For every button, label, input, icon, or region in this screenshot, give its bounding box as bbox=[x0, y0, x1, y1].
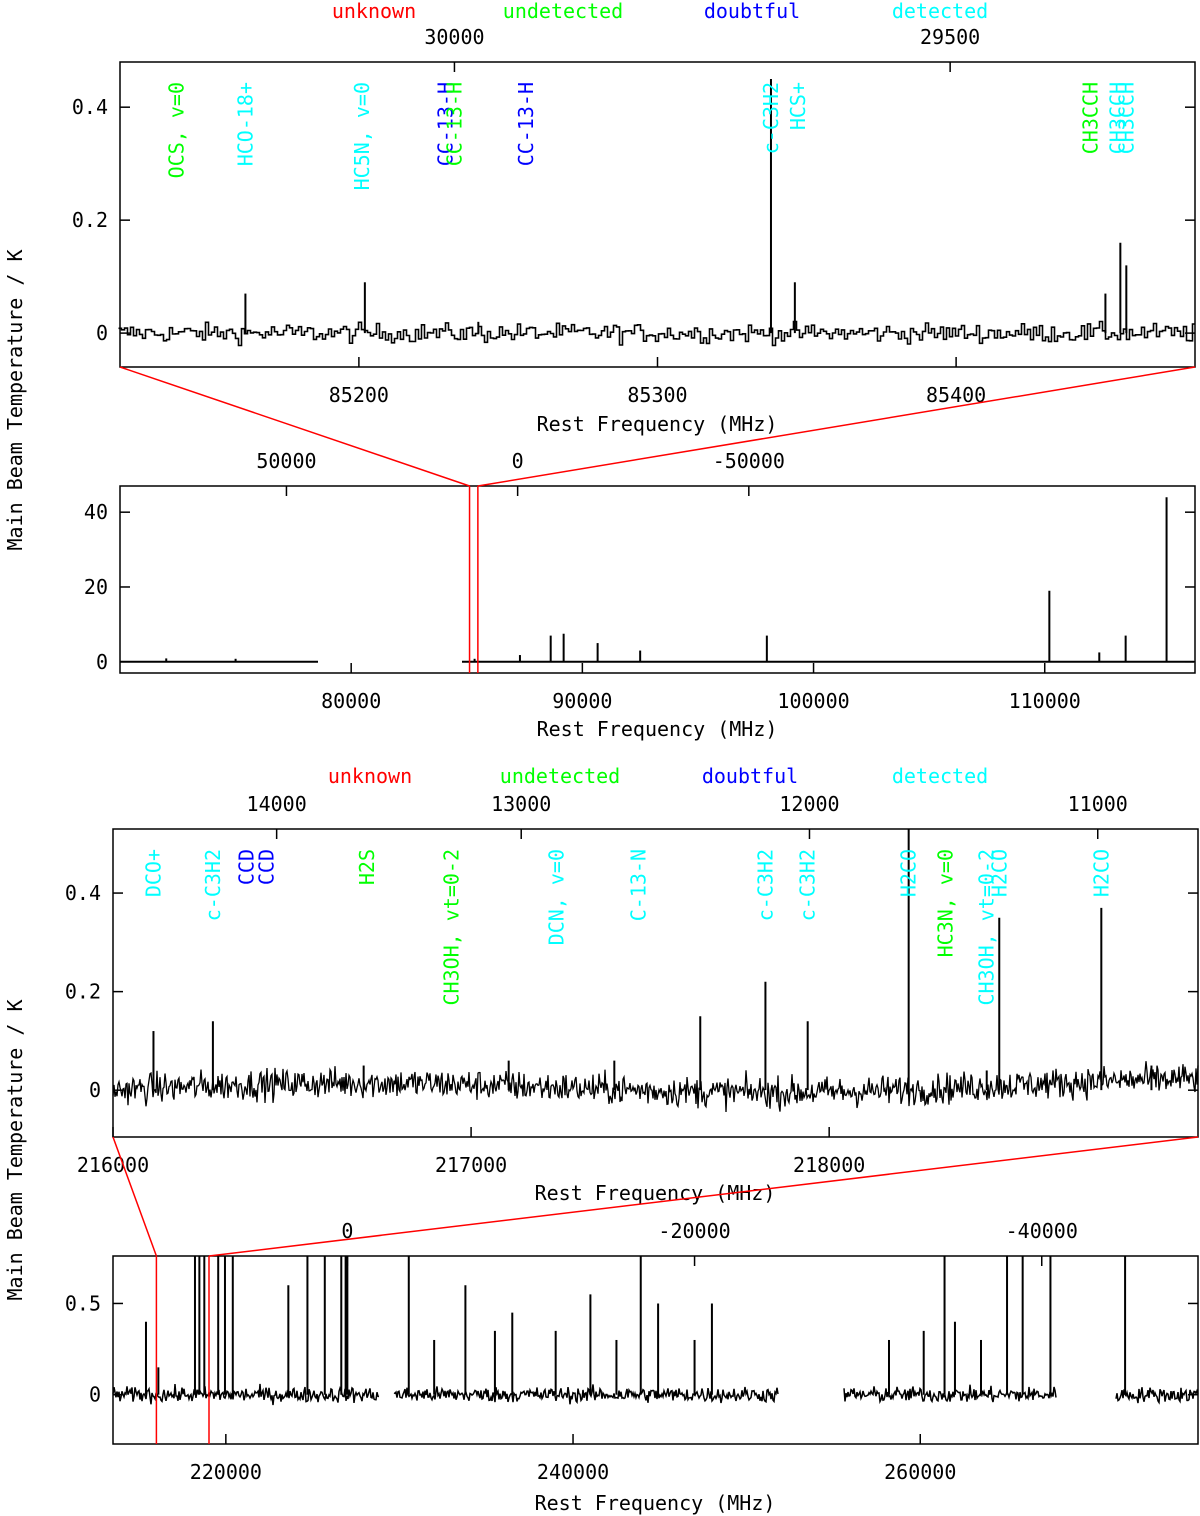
line-label: HCS+ bbox=[786, 82, 810, 130]
panel-top-overview: Rest Frequency (MHz) 80000 90000 100000 110… bbox=[84, 366, 1196, 741]
y-axis-label-bottom: Main Beam Temperature / K bbox=[3, 999, 27, 1300]
y-tick-label: 0.2 bbox=[72, 208, 108, 232]
x-tick-label: 217000 bbox=[435, 1153, 507, 1177]
plot-frame bbox=[119, 61, 1196, 368]
legend-undetected: undetected bbox=[500, 764, 620, 788]
y-tick-label: 0 bbox=[96, 321, 108, 345]
top-tick-label: 50000 bbox=[256, 449, 316, 473]
legend-undetected: undetected bbox=[503, 0, 623, 23]
line-label: CC-13-H bbox=[442, 82, 466, 166]
line-label: CH3OH, vt=0-2 bbox=[440, 849, 464, 1006]
x-axis-label: Rest Frequency (MHz) bbox=[537, 717, 778, 741]
spectrum-segment bbox=[843, 1384, 1057, 1405]
x-tick-label: 220000 bbox=[190, 1460, 262, 1484]
spectrum-segment bbox=[112, 1061, 1199, 1113]
line-label: CH3CCH bbox=[1079, 82, 1103, 154]
spectrum-segment bbox=[1115, 1387, 1199, 1405]
x-tick-label: 85200 bbox=[329, 383, 389, 407]
legend-detected: detected bbox=[892, 764, 988, 788]
x-tick-label: 90000 bbox=[552, 689, 612, 713]
top-tick-label: 14000 bbox=[247, 792, 307, 816]
top-tick-label: -50000 bbox=[713, 449, 785, 473]
x-tick-label: 100000 bbox=[777, 689, 849, 713]
legend-unknown: unknown bbox=[332, 0, 416, 23]
y-tick-label: 0 bbox=[89, 1078, 101, 1102]
x-tick-label: 110000 bbox=[1009, 689, 1081, 713]
line-label: HC3N, v=0 bbox=[934, 849, 958, 957]
line-label: CCD bbox=[235, 849, 259, 885]
plot-frame bbox=[119, 485, 1196, 674]
top-tick-label: 30000 bbox=[424, 25, 484, 49]
top-tick-label: 12000 bbox=[779, 792, 839, 816]
line-label: C-13-N bbox=[626, 849, 650, 921]
panel-bottom-overview: Rest Frequency (MHz) 220000 240000 260000 0… bbox=[65, 1136, 1199, 1515]
line-label: H2S bbox=[355, 849, 379, 885]
y-tick-label: 0.4 bbox=[65, 881, 101, 905]
zoom-connector bbox=[477, 366, 1196, 487]
top-tick-label: -40000 bbox=[1006, 1219, 1078, 1243]
top-tick-label: 13000 bbox=[491, 792, 551, 816]
spectrum-segment bbox=[393, 1384, 779, 1405]
line-label: HCO-18+ bbox=[233, 82, 257, 166]
x-tick-label: 216000 bbox=[77, 1153, 149, 1177]
line-label: OCS, v=0 bbox=[165, 82, 189, 178]
x-tick-label: 260000 bbox=[884, 1460, 956, 1484]
x-tick-label: 218000 bbox=[793, 1153, 865, 1177]
top-tick-label: 0 bbox=[512, 449, 524, 473]
x-tick-label: 240000 bbox=[537, 1460, 609, 1484]
line-label: CCD bbox=[254, 849, 278, 885]
x-axis-label: Rest Frequency (MHz) bbox=[537, 412, 778, 436]
top-tick-label: -20000 bbox=[658, 1219, 730, 1243]
line-label: DCN, v=0 bbox=[545, 849, 569, 945]
spectrum-segment bbox=[112, 1383, 380, 1406]
legend: unknown undetected doubtful detected bbox=[328, 764, 988, 788]
y-tick-label: 0.5 bbox=[65, 1291, 101, 1315]
x-tick-label: 80000 bbox=[321, 689, 381, 713]
line-label: CH3CCH bbox=[1105, 82, 1129, 154]
line-label: HC5N, v=0 bbox=[350, 82, 374, 190]
line-label: c-C3H2 bbox=[796, 849, 820, 921]
line-label: CC-13-H bbox=[434, 82, 458, 166]
y-tick-label: 0 bbox=[96, 650, 108, 674]
line-label: CC-13-H bbox=[514, 82, 538, 166]
zoom-connector bbox=[112, 1136, 158, 1257]
line-label: DCO+ bbox=[142, 849, 166, 897]
line-label: c-C3H2 bbox=[201, 849, 225, 921]
legend-doubtful: doubtful bbox=[702, 764, 798, 788]
line-label: H2CO bbox=[897, 849, 921, 897]
x-axis-label: Rest Frequency (MHz) bbox=[535, 1181, 776, 1205]
y-tick-label: 20 bbox=[84, 575, 108, 599]
legend-unknown: unknown bbox=[328, 764, 412, 788]
y-tick-label: 0 bbox=[89, 1383, 101, 1407]
y-tick-label: 0.2 bbox=[65, 980, 101, 1004]
line-label: c-C3H2 bbox=[759, 82, 783, 154]
top-tick-label: 29500 bbox=[920, 25, 980, 49]
y-axis-label-top: Main Beam Temperature / K bbox=[3, 249, 27, 550]
top-tick-label: 11000 bbox=[1068, 792, 1128, 816]
panel-top-zoom: unknown undetected doubtful detected Res… bbox=[72, 0, 1196, 436]
y-tick-label: 0.4 bbox=[72, 95, 108, 119]
line-label: CH3OH, vt=0-2 bbox=[975, 849, 999, 1006]
top-tick-label: 0 bbox=[341, 1219, 353, 1243]
legend-detected: detected bbox=[892, 0, 988, 23]
legend: unknown undetected doubtful detected bbox=[332, 0, 988, 23]
zoom-connector bbox=[208, 1136, 1199, 1257]
x-tick-label: 85300 bbox=[627, 383, 687, 407]
legend-doubtful: doubtful bbox=[704, 0, 800, 23]
plot-frame bbox=[112, 828, 1199, 1138]
plot-frame bbox=[112, 1255, 1199, 1445]
x-axis-label: Rest Frequency (MHz) bbox=[535, 1491, 776, 1515]
panel-bottom-zoom: unknown undetected doubtful detected Res… bbox=[65, 764, 1199, 1205]
line-label: H2CO bbox=[1089, 849, 1113, 897]
y-tick-label: 40 bbox=[84, 500, 108, 524]
line-label: H2CO bbox=[987, 849, 1011, 897]
line-label: c-C3H2 bbox=[753, 849, 777, 921]
zoom-connector bbox=[119, 366, 470, 487]
spectrum-segment bbox=[118, 320, 1196, 347]
line-label: CH3CCH bbox=[1114, 82, 1138, 154]
